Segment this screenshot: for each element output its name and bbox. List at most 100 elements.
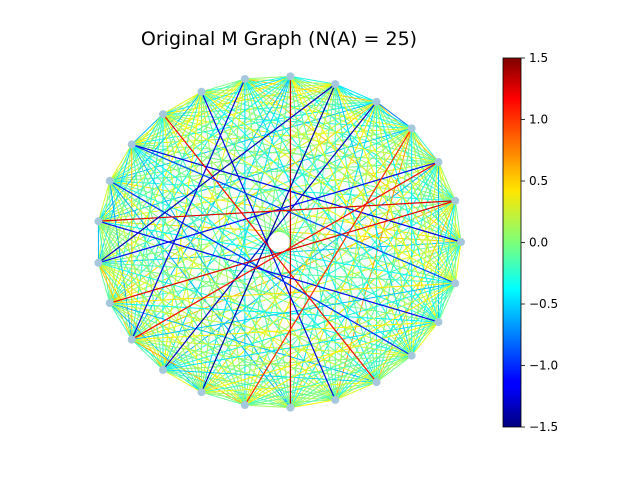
graph-edge (334, 161, 439, 401)
graph-edge (97, 262, 111, 304)
graph-edge (131, 144, 202, 393)
graph-edge (98, 83, 336, 222)
graph-edge (411, 200, 456, 356)
graph-edge (109, 78, 246, 182)
graph-edge (290, 355, 412, 409)
graph-edge (290, 200, 456, 408)
graph-edge (98, 262, 412, 357)
graph-node (372, 97, 381, 106)
graph-edge (98, 220, 246, 406)
colorbar-ticks: 1.5 1.0 0.5 0.0 −0.5 −1.0 −1.5 (521, 51, 558, 434)
graph-edge (376, 282, 456, 383)
graph-edge (335, 83, 377, 103)
graph-edge (244, 381, 377, 406)
graph-edge (97, 144, 133, 263)
graph-highlight-edge (98, 220, 439, 323)
graph-edge (290, 75, 412, 129)
graph-edge (244, 78, 377, 103)
graph-node (434, 158, 443, 167)
graph-edge (131, 144, 164, 370)
graph-edge (162, 76, 291, 371)
graph-node (372, 378, 381, 387)
graph-edge (290, 321, 439, 409)
graph-edge (289, 76, 413, 356)
graph-edge (131, 83, 336, 340)
graph-edge (376, 355, 412, 383)
graph-node (127, 335, 136, 344)
graph-title: Original M Graph (N(A) = 25) (140, 28, 418, 50)
graph-edge (131, 339, 377, 383)
graph-edge (109, 302, 336, 401)
graph-node (434, 317, 443, 326)
graph-edge (98, 220, 412, 357)
graph-edge (201, 91, 246, 406)
graph-edge (98, 127, 412, 264)
graph-edge (109, 180, 456, 202)
graph-edge (438, 283, 456, 323)
graph-edge (201, 355, 412, 393)
graph-edge (201, 282, 456, 393)
graph-highlight-edge (131, 143, 462, 243)
graph-edge (131, 78, 246, 145)
graph-node (240, 401, 249, 410)
graph-edge (131, 241, 462, 341)
graph-edge (437, 200, 456, 323)
graph-highlight-edge (131, 78, 246, 340)
graph-node (158, 365, 167, 374)
graph-edge (131, 282, 456, 341)
graph-edge (109, 91, 202, 182)
graph-edge (334, 83, 439, 163)
graph-edge (162, 355, 412, 371)
graph-edge (98, 220, 456, 284)
graph-edge (109, 180, 456, 284)
graph-node (286, 72, 295, 81)
graph-node (94, 258, 103, 267)
graph-edge (334, 282, 456, 401)
graph-center-gap (269, 232, 289, 252)
graph-edge (454, 200, 462, 243)
graph-edge (411, 241, 462, 356)
graph-edge (244, 78, 412, 129)
graph-edge (290, 75, 336, 85)
graph-node (240, 74, 249, 83)
graph-edge (131, 339, 412, 357)
graph-edge (201, 91, 456, 284)
graph-edge (109, 101, 377, 182)
colorbar-tick-label: 1.0 (529, 113, 548, 127)
graph-edge (162, 113, 291, 408)
graph-edge (334, 83, 439, 323)
graph-edge (98, 262, 246, 406)
graph-edge (131, 75, 291, 145)
graph-edge (109, 180, 202, 393)
graph-edge (201, 391, 291, 409)
colorbar-tick-label: −1.5 (529, 420, 558, 434)
graph-edge (437, 161, 456, 284)
graph-highlight-edge (162, 113, 377, 383)
graph-node (197, 388, 206, 397)
graph-edge (162, 91, 202, 115)
graph-edge (201, 78, 246, 93)
graph-node (331, 395, 340, 404)
graph-edge (162, 200, 456, 371)
colorbar-tick-label: 0.5 (529, 174, 548, 188)
graph-edge (244, 78, 413, 356)
graph-edge (201, 91, 439, 323)
graph-edge (131, 127, 412, 145)
graph-edge (244, 78, 456, 284)
graph-node (457, 238, 465, 246)
graph-edge (201, 381, 377, 393)
graph-edge (411, 128, 456, 284)
graph-edge (376, 101, 456, 284)
graph-edge (109, 78, 246, 304)
graph-edge (109, 302, 133, 340)
graph-edge (201, 83, 336, 93)
graph-node (451, 196, 460, 205)
graph-edge (244, 404, 291, 409)
graph-edge (162, 369, 377, 383)
graph-edge (201, 321, 439, 393)
graph-edge (98, 262, 377, 383)
graph-edge (109, 101, 377, 304)
graph-edge (131, 339, 164, 371)
graph-highlight-edges (98, 76, 462, 408)
graph-edge (376, 321, 439, 383)
